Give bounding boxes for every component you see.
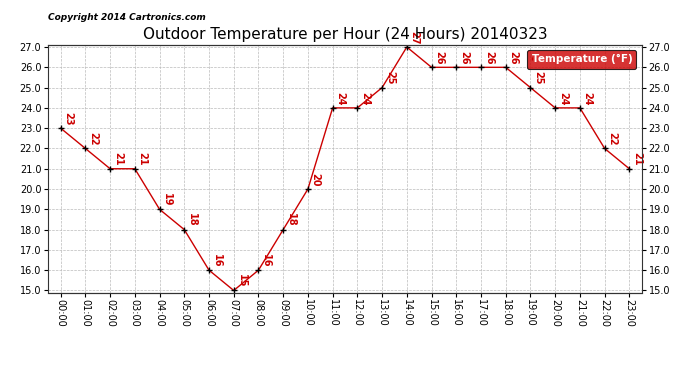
Text: 19: 19 xyxy=(162,193,172,207)
Text: 21: 21 xyxy=(632,153,642,166)
Text: 22: 22 xyxy=(607,132,618,146)
Text: 16: 16 xyxy=(212,254,221,267)
Text: 18: 18 xyxy=(286,213,296,227)
Legend: Temperature (°F): Temperature (°F) xyxy=(527,50,636,69)
Text: 26: 26 xyxy=(459,51,469,64)
Text: 21: 21 xyxy=(113,153,123,166)
Text: 25: 25 xyxy=(533,71,543,85)
Title: Outdoor Temperature per Hour (24 Hours) 20140323: Outdoor Temperature per Hour (24 Hours) … xyxy=(143,27,547,42)
Text: 24: 24 xyxy=(335,92,346,105)
Text: 24: 24 xyxy=(360,92,370,105)
Text: 27: 27 xyxy=(410,31,420,44)
Text: 26: 26 xyxy=(509,51,518,64)
Text: 22: 22 xyxy=(88,132,98,146)
Text: 24: 24 xyxy=(582,92,593,105)
Text: 26: 26 xyxy=(484,51,494,64)
Text: 26: 26 xyxy=(434,51,444,64)
Text: Copyright 2014 Cartronics.com: Copyright 2014 Cartronics.com xyxy=(48,13,206,22)
Text: 16: 16 xyxy=(262,254,271,267)
Text: 23: 23 xyxy=(63,112,73,125)
Text: 15: 15 xyxy=(237,274,246,288)
Text: 20: 20 xyxy=(310,173,321,186)
Text: 24: 24 xyxy=(558,92,568,105)
Text: 21: 21 xyxy=(137,153,148,166)
Text: 18: 18 xyxy=(187,213,197,227)
Text: 25: 25 xyxy=(385,71,395,85)
